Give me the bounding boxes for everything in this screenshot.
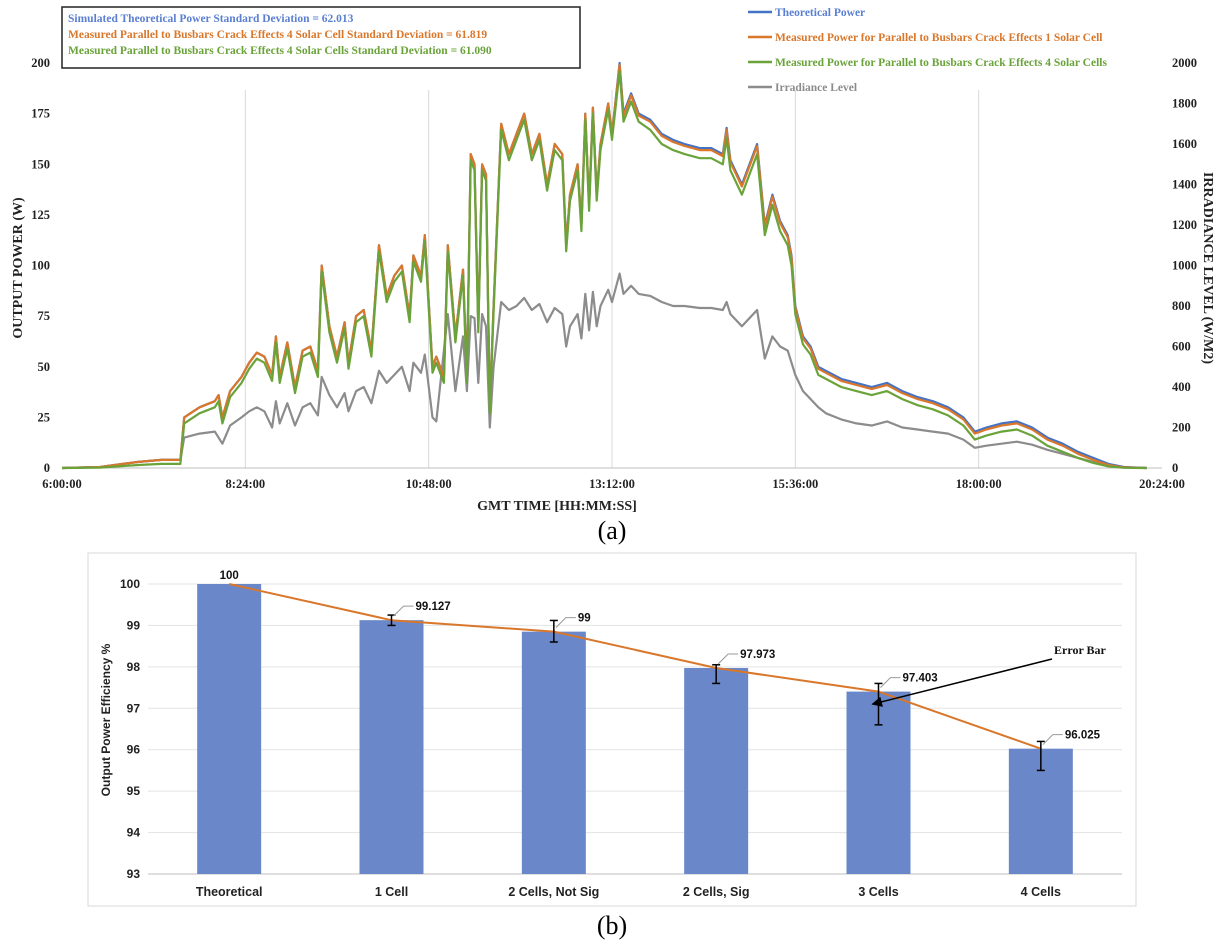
chart-b: 93 94 95 96 97 98 99 100 Theoretical 1 Cell 2 Cell… xyxy=(87,552,1137,907)
bar-theoretical xyxy=(197,584,262,874)
chart-a-y2-tick-label: 800 xyxy=(1172,299,1191,313)
trend-line xyxy=(228,583,1042,750)
chart-a-y-tick-label: 175 xyxy=(31,107,50,121)
chart-a-y-tick-label: 125 xyxy=(31,208,50,222)
chart-b-gridlines xyxy=(148,583,1122,875)
chart-b-x-tick-label: 3 Cells xyxy=(858,885,898,899)
legend-label-theoretical: Theoretical Power xyxy=(775,7,865,19)
chart-a-y2-tick-label: 1400 xyxy=(1172,178,1197,192)
data-label: 97.403 xyxy=(903,673,938,685)
chart-b-x-tick-label: 2 Cells, Sig xyxy=(683,885,750,899)
chart-a-tick-labels: 6:00:00 8:24:00 10:48:00 13:12:00 15:36:00 18… xyxy=(31,56,1197,491)
chart-b-data-labels: 100 99.127 99 97.973 97.403 96.025 xyxy=(220,570,1101,746)
data-label-leader xyxy=(880,677,901,688)
chart-a-legend: Theoretical Power Measured Power for Par… xyxy=(748,7,1107,94)
data-label: 99.127 xyxy=(416,601,451,613)
chart-a-y-tick-label: 50 xyxy=(38,360,51,374)
data-label-leader xyxy=(555,617,576,628)
stddev-annotation-1-cell: Measured Parallel to Busbars Crack Effec… xyxy=(68,29,487,41)
chart-a-y-tick-label: 200 xyxy=(31,56,50,70)
stddev-annotation-4-cells: Measured Parallel to Busbars Crack Effec… xyxy=(68,45,492,57)
chart-a-x-tick-label: 6:00:00 xyxy=(42,477,82,491)
chart-a-y2-tick-label: 400 xyxy=(1172,380,1191,394)
chart-a-y2-tick-label: 200 xyxy=(1172,421,1191,435)
chart-a-y-tick-label: 25 xyxy=(38,410,51,424)
series-line-irradiance-level xyxy=(61,272,1147,470)
chart-b-y-tick-label: 95 xyxy=(127,784,141,798)
error-bar-annotation-label: Error Bar xyxy=(1054,643,1107,657)
chart-b-x-tick-label: 4 Cells xyxy=(1021,885,1061,899)
chart-b-error-bars xyxy=(387,614,1045,772)
chart-a-y-tick-label: 150 xyxy=(31,157,50,171)
chart-a-x-tick-label: 15:36:00 xyxy=(772,477,818,491)
legend-label-irradiance: Irradiance Level xyxy=(775,82,857,94)
chart-b-tick-labels: 93 94 95 96 97 98 99 100 Theoretical 1 Cell 2 Cell… xyxy=(120,577,1061,899)
chart-a-y2-tick-label: 1200 xyxy=(1172,218,1197,232)
chart-b-y-tick-label: 93 xyxy=(127,867,141,881)
bar-1-cell xyxy=(359,620,424,874)
chart-b-y-tick-label: 100 xyxy=(120,577,140,591)
chart-a-y-tick-label: 100 xyxy=(31,259,50,273)
chart-a-y-tick-label: 75 xyxy=(38,309,51,323)
legend-label-1-cell: Measured Power for Parallel to Busbars C… xyxy=(775,32,1103,44)
chart-b-y-tick-label: 94 xyxy=(127,826,141,840)
chart-a-x-tick-label: 20:24:00 xyxy=(1139,477,1185,491)
chart-a-x-axis-title: GMT TIME [HH:MM:SS] xyxy=(477,499,637,514)
chart-a-y2-tick-label: 1800 xyxy=(1172,97,1197,111)
chart-a-y-tick-label: 0 xyxy=(44,461,50,475)
chart-a-x-tick-label: 10:48:00 xyxy=(406,477,452,491)
chart-a-x-tick-label: 8:24:00 xyxy=(226,477,266,491)
chart-b-x-tick-label: 1 Cell xyxy=(375,885,408,899)
chart-b-y-tick-label: 98 xyxy=(127,660,141,674)
chart-b-x-tick-label: 2 Cells, Not Sig xyxy=(508,885,599,899)
stddev-annotation-theoretical: Simulated Theoretical Power Standard Dev… xyxy=(68,13,354,25)
series-line-measured-power-for-parallel-to-busbars-crack-effects-4-solar-cells xyxy=(61,69,1147,470)
chart-a: 6:00:00 8:24:00 10:48:00 13:12:00 15:36:00 18… xyxy=(11,6,1215,514)
chart-a-gridlines xyxy=(244,90,980,468)
panel-label-b: (b) xyxy=(597,911,627,940)
chart-a-y-axis-title: OUTPUT POWER (W) xyxy=(11,197,26,339)
chart-a-y2-axis-title: IRRADIANCE LEVEL (W/M2) xyxy=(1200,172,1215,364)
data-label-leader xyxy=(393,605,414,617)
stddev-annotation-box xyxy=(61,6,581,69)
data-label: 100 xyxy=(220,570,239,582)
data-label: 99 xyxy=(578,613,591,625)
error-bar-annotation-arrow xyxy=(871,658,1053,707)
chart-a-y2-tick-label: 600 xyxy=(1172,340,1191,354)
chart-a-x-tick-label: 13:12:00 xyxy=(589,477,635,491)
chart-b-y-tick-label: 99 xyxy=(127,618,141,632)
bar-2-cells-sig xyxy=(684,667,749,874)
chart-b-bars xyxy=(197,584,1073,874)
chart-b-y-tick-label: 97 xyxy=(127,701,141,715)
chart-b-trend xyxy=(228,583,1042,750)
chart-a-y2-tick-label: 1600 xyxy=(1172,137,1197,151)
bar-2-cells-not-sig xyxy=(521,631,586,874)
data-label: 97.973 xyxy=(740,649,775,661)
chart-a-y2-tick-label: 1000 xyxy=(1172,259,1197,273)
data-label-leader xyxy=(717,653,739,665)
chart-b-y-tick-label: 96 xyxy=(127,743,141,757)
data-label: 96.025 xyxy=(1065,730,1101,742)
chart-a-y2-tick-label: 0 xyxy=(1172,461,1178,475)
panel-label-a: (a) xyxy=(598,516,627,545)
chart-a-y2-tick-label: 2000 xyxy=(1172,56,1197,70)
chart-a-x-tick-label: 18:00:00 xyxy=(956,477,1002,491)
chart-b-frame xyxy=(87,552,1137,907)
data-label-leader xyxy=(1042,734,1063,746)
chart-b-x-tick-label: Theoretical xyxy=(196,885,263,899)
chart-a-series xyxy=(61,61,1147,470)
legend-label-4-cells: Measured Power for Parallel to Busbars C… xyxy=(775,57,1107,69)
chart-b-y-axis-title: Output Power Efficiency % xyxy=(99,643,113,796)
chart-b-annotation: Error Bar xyxy=(871,643,1107,707)
